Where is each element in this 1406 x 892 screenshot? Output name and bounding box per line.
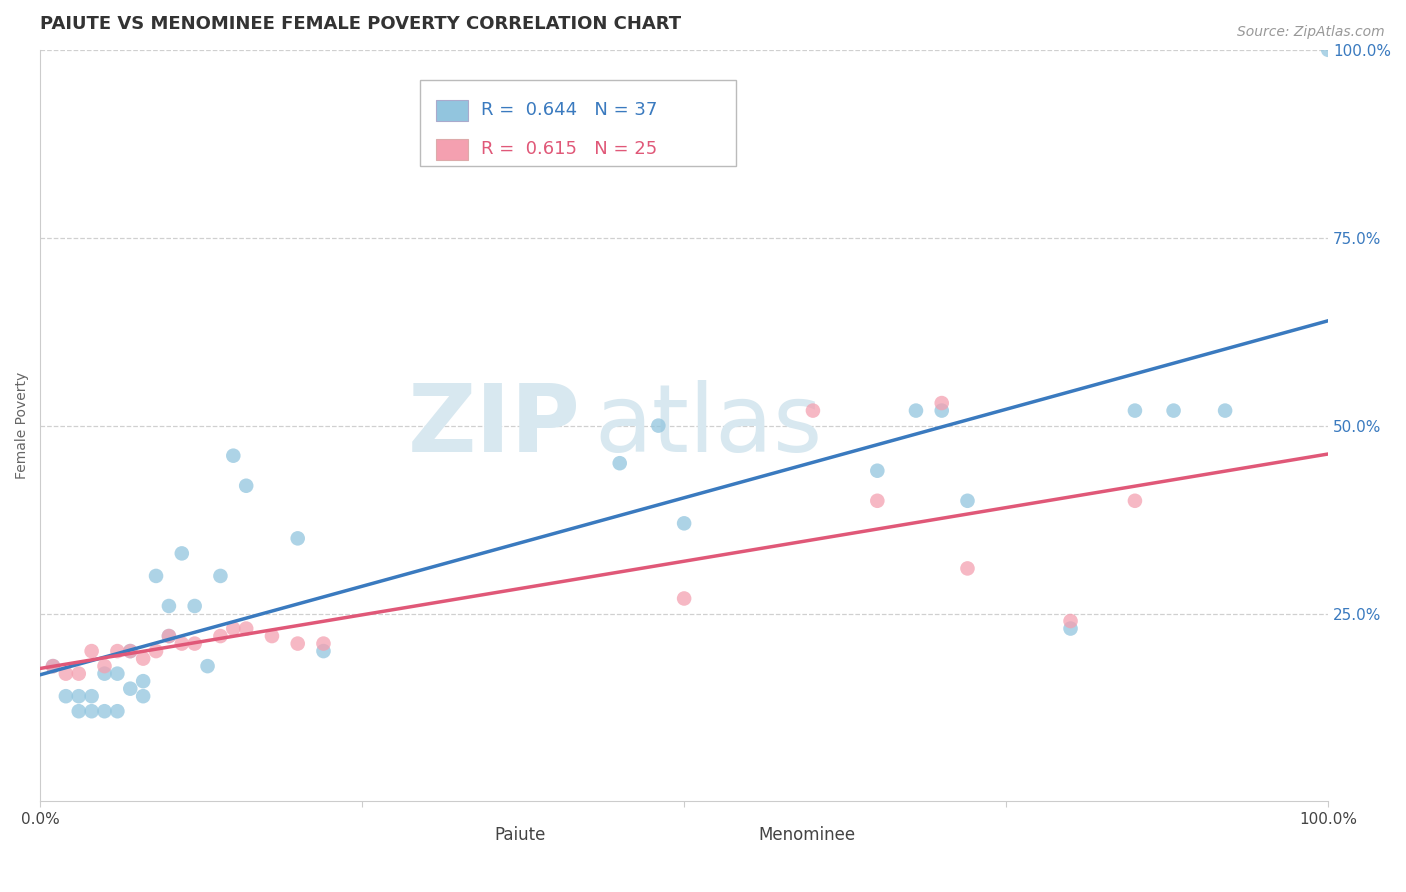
Point [1059, 614, 1081, 628]
Point [80, 689, 103, 703]
Text: R =  0.644   N = 37: R = 0.644 N = 37 [481, 102, 657, 120]
Text: Paiute: Paiute [495, 826, 546, 844]
Point [67, 689, 90, 703]
Text: Source: ZipAtlas.com: Source: ZipAtlas.com [1237, 25, 1385, 39]
Bar [436, 139, 468, 160]
Point [1317, 43, 1340, 57]
Point [222, 449, 245, 463]
Point [157, 629, 180, 643]
Point [312, 637, 335, 651]
Point [170, 637, 193, 651]
Point [170, 546, 193, 560]
Point [931, 396, 953, 410]
Point [55, 666, 77, 681]
Point [93, 659, 115, 673]
Point [55, 689, 77, 703]
Point [105, 704, 128, 718]
Point [209, 569, 232, 583]
Point [866, 464, 889, 478]
Point [956, 493, 979, 508]
Point [80, 644, 103, 658]
Point [67, 704, 90, 718]
Text: atlas: atlas [593, 380, 823, 472]
Point [105, 666, 128, 681]
Point [197, 659, 219, 673]
Point [673, 516, 696, 531]
Point [260, 629, 283, 643]
Point [120, 681, 142, 696]
Bar [710, 824, 748, 854]
Point [145, 569, 167, 583]
Y-axis label: Female Poverty: Female Poverty [15, 372, 30, 479]
Point [222, 622, 245, 636]
Text: Menominee: Menominee [759, 826, 856, 844]
Point [287, 637, 309, 651]
Bar [436, 100, 468, 121]
Text: ZIP: ZIP [408, 380, 581, 472]
Point [235, 622, 257, 636]
Point [312, 644, 335, 658]
Point [80, 704, 103, 718]
Point [183, 599, 205, 613]
Point [904, 403, 927, 417]
Point [157, 599, 180, 613]
Point [801, 403, 824, 417]
Text: PAIUTE VS MENOMINEE FEMALE POVERTY CORRELATION CHART: PAIUTE VS MENOMINEE FEMALE POVERTY CORRE… [41, 15, 682, 33]
Point [132, 651, 155, 665]
Point [1059, 622, 1081, 636]
Point [183, 637, 205, 651]
Point [609, 456, 631, 470]
Point [132, 689, 155, 703]
Point [42, 659, 65, 673]
Point [287, 532, 309, 546]
Text: R =  0.615   N = 25: R = 0.615 N = 25 [481, 140, 657, 158]
Point [1213, 403, 1236, 417]
Point [157, 629, 180, 643]
Point [145, 644, 167, 658]
Point [931, 403, 953, 417]
Point [120, 644, 142, 658]
Point [209, 629, 232, 643]
Point [120, 644, 142, 658]
Point [1123, 493, 1146, 508]
Point [67, 666, 90, 681]
Point [42, 659, 65, 673]
Point [956, 561, 979, 575]
Point [132, 674, 155, 689]
Point [235, 479, 257, 493]
Point [866, 493, 889, 508]
Bar [446, 824, 485, 854]
Point [1123, 403, 1146, 417]
Point [673, 591, 696, 606]
Point [647, 418, 669, 433]
Point [105, 644, 128, 658]
Point [93, 666, 115, 681]
Point [1163, 403, 1185, 417]
Point [93, 704, 115, 718]
Bar [420, 80, 735, 166]
